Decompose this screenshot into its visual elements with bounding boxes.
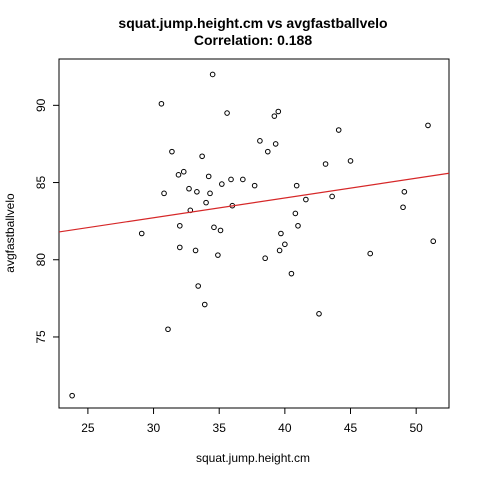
- data-point: [430, 238, 437, 245]
- y-tick-label: 90: [34, 98, 48, 112]
- chart-subtitle: Correlation: 0.188: [194, 32, 312, 48]
- data-point: [271, 113, 278, 119]
- x-tick-label: 25: [81, 421, 95, 435]
- data-point: [335, 127, 342, 133]
- data-point: [240, 176, 246, 183]
- data-point: [251, 182, 258, 189]
- x-tick-label: 35: [213, 421, 227, 435]
- x-tick-label: 45: [344, 421, 358, 435]
- data-point: [272, 141, 279, 147]
- data-point: [347, 158, 354, 164]
- data-point: [282, 241, 288, 248]
- data-point: [217, 227, 224, 234]
- data-point: [219, 181, 225, 187]
- data-point: [275, 108, 282, 115]
- data-point: [205, 173, 212, 180]
- data-point: [288, 270, 295, 277]
- data-point: [158, 100, 165, 107]
- chart-title: squat.jump.height.cm vs avgfastballvelo: [118, 15, 387, 31]
- data-point: [322, 161, 329, 167]
- data-point: [276, 247, 283, 254]
- fit-line-layer: [58, 172, 450, 233]
- y-tick-label: 85: [34, 176, 48, 190]
- data-point: [161, 190, 167, 197]
- y-tick-label: 75: [34, 330, 48, 344]
- data-point: [228, 176, 234, 183]
- data-point: [278, 230, 284, 237]
- data-point: [195, 283, 201, 289]
- data-point: [316, 311, 322, 317]
- data-point: [177, 244, 183, 251]
- data-point: [207, 190, 213, 197]
- data-point: [175, 172, 182, 178]
- data-point: [264, 148, 271, 155]
- data-point: [211, 224, 217, 231]
- y-axis-label: avgfastballvelo: [3, 193, 17, 273]
- data-point: [262, 255, 268, 262]
- regression-line: [58, 172, 450, 233]
- data-point: [401, 189, 408, 195]
- data-point: [194, 189, 200, 195]
- data-point: [367, 250, 374, 257]
- x-tick-label: 40: [278, 421, 292, 435]
- data-point: [293, 182, 300, 189]
- data-point: [201, 301, 208, 308]
- data-point: [69, 392, 75, 399]
- data-point: [165, 326, 171, 333]
- data-point: [329, 193, 335, 200]
- x-axis: 25 30 35 40 45 50: [81, 408, 423, 435]
- y-axis: 75 80 85 90: [34, 98, 59, 344]
- data-point: [169, 148, 175, 155]
- y-tick-label: 80: [34, 253, 48, 267]
- data-point: [177, 222, 183, 229]
- data-point: [192, 247, 199, 254]
- points-layer: [69, 71, 437, 399]
- data-point: [257, 138, 263, 144]
- data-point: [400, 204, 406, 211]
- data-point: [209, 71, 216, 78]
- data-point: [180, 168, 187, 175]
- data-point: [295, 222, 301, 229]
- x-tick-label: 50: [409, 421, 423, 435]
- data-point: [186, 185, 192, 192]
- data-point: [292, 210, 299, 217]
- data-point: [224, 110, 230, 116]
- data-point: [215, 252, 221, 258]
- data-point: [425, 122, 431, 129]
- x-tick-label: 30: [147, 421, 161, 435]
- data-point: [303, 196, 309, 203]
- data-point: [138, 230, 145, 237]
- data-point: [199, 153, 205, 160]
- x-axis-label: squat.jump.height.cm: [196, 451, 310, 465]
- data-point: [203, 199, 209, 206]
- plot-frame: [58, 58, 450, 409]
